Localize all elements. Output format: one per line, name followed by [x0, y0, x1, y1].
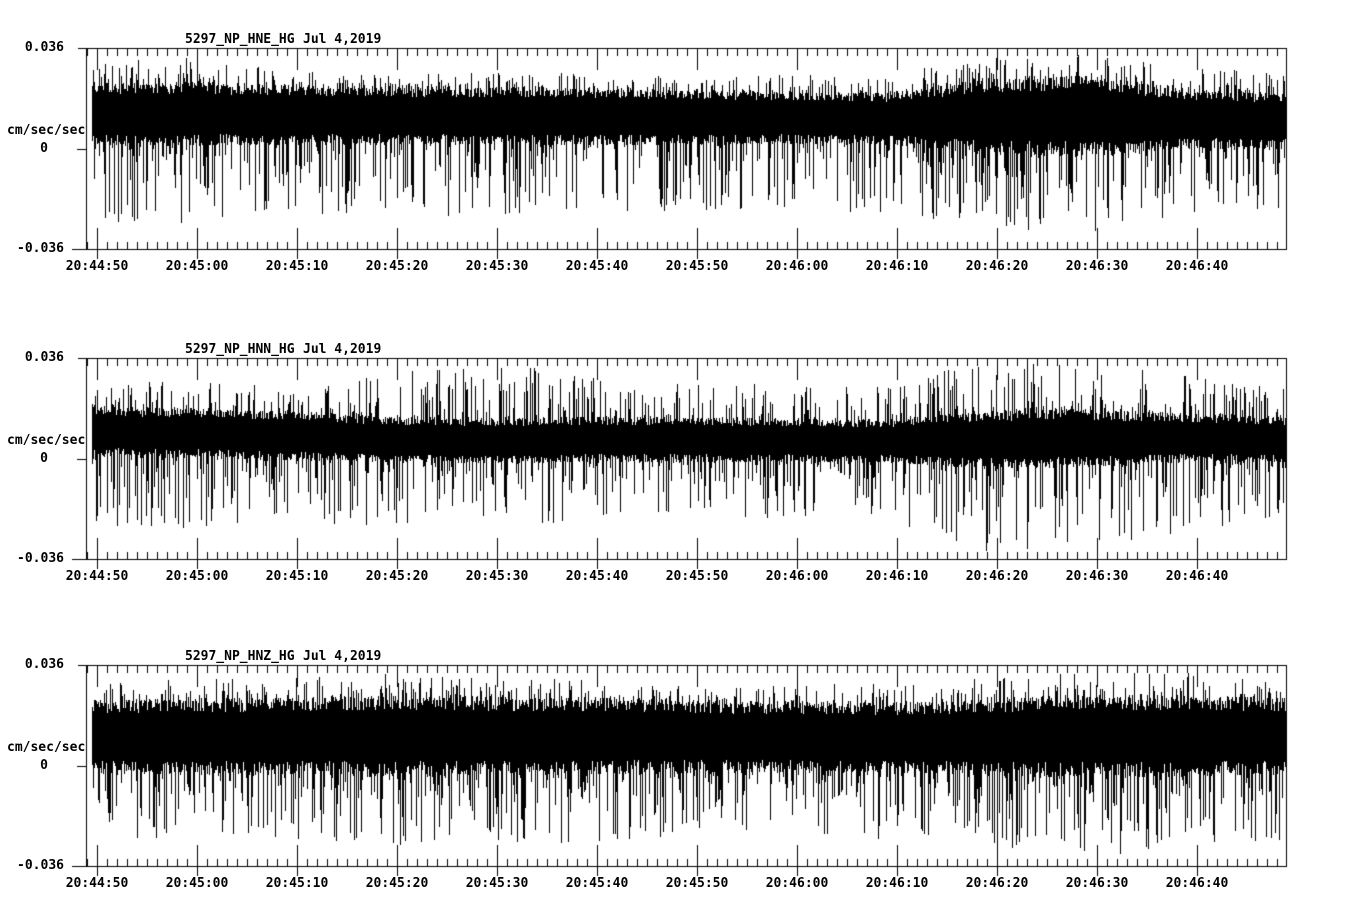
- x-tick-label: 20:45:10: [265, 876, 329, 891]
- y-tick-label-zero: 0: [40, 141, 48, 156]
- y-axis-unit-label: cm/sec/sec: [7, 433, 86, 448]
- x-tick-label: 20:45:40: [565, 259, 629, 274]
- x-tick-label: 20:45:30: [465, 259, 529, 274]
- chart-title-station: 5297_NP_HNE_HG: [185, 32, 295, 47]
- y-tick-label-max: 0.036: [24, 657, 64, 672]
- x-tick-label: 20:45:20: [365, 569, 429, 584]
- y-tick-label-min: -0.036: [17, 241, 64, 256]
- x-tick-label: 20:46:00: [765, 259, 829, 274]
- x-tick-label: 20:45:20: [365, 876, 429, 891]
- x-tick-label: 20:44:50: [65, 876, 129, 891]
- x-tick-label: 20:46:40: [1165, 876, 1229, 891]
- y-tick-label-max: 0.036: [24, 350, 64, 365]
- x-tick-label: 20:45:30: [465, 569, 529, 584]
- plot-area-hnz: [86, 665, 1286, 866]
- x-tick-label: 20:46:30: [1065, 569, 1129, 584]
- x-tick-label: 20:46:00: [765, 569, 829, 584]
- x-tick-label: 20:45:00: [165, 876, 229, 891]
- chart-title-date: Jul 4,2019: [303, 32, 382, 47]
- x-tick-label: 20:45:00: [165, 259, 229, 274]
- y-tick-label-max: 0.036: [24, 40, 64, 55]
- chart-title-date: Jul 4,2019: [303, 342, 382, 357]
- x-tick-label: 20:46:40: [1165, 259, 1229, 274]
- y-tick-label-zero: 0: [40, 758, 48, 773]
- x-tick-label: 20:45:40: [565, 569, 629, 584]
- y-tick-label-min: -0.036: [17, 551, 64, 566]
- x-tick-label: 20:45:30: [465, 876, 529, 891]
- y-axis-unit-label: cm/sec/sec: [7, 123, 86, 138]
- chart-title-station: 5297_NP_HNZ_HG: [185, 649, 295, 664]
- chart-title-station: 5297_NP_HNN_HG: [185, 342, 295, 357]
- x-tick-label: 20:45:10: [265, 569, 329, 584]
- x-tick-label: 20:44:50: [65, 569, 129, 584]
- y-axis-unit-label: cm/sec/sec: [7, 740, 86, 755]
- x-tick-label: 20:45:20: [365, 259, 429, 274]
- x-tick-label: 20:44:50: [65, 259, 129, 274]
- x-tick-label: 20:46:30: [1065, 259, 1129, 274]
- x-tick-label: 20:46:40: [1165, 569, 1229, 584]
- x-tick-label: 20:46:20: [965, 259, 1029, 274]
- x-tick-label: 20:46:10: [865, 569, 929, 584]
- x-tick-label: 20:46:20: [965, 569, 1029, 584]
- plot-area-hne: [86, 48, 1286, 249]
- x-tick-label: 20:45:50: [665, 876, 729, 891]
- y-tick-label-zero: 0: [40, 451, 48, 466]
- x-tick-label: 20:45:50: [665, 569, 729, 584]
- x-tick-label: 20:46:20: [965, 876, 1029, 891]
- chart-title-date: Jul 4,2019: [303, 649, 382, 664]
- x-tick-label: 20:46:30: [1065, 876, 1129, 891]
- x-tick-label: 20:45:40: [565, 876, 629, 891]
- y-tick-label-min: -0.036: [17, 858, 64, 873]
- x-tick-label: 20:45:10: [265, 259, 329, 274]
- x-tick-label: 20:46:00: [765, 876, 829, 891]
- x-tick-label: 20:46:10: [865, 259, 929, 274]
- plot-area-hnn: [86, 358, 1286, 559]
- x-tick-label: 20:45:00: [165, 569, 229, 584]
- x-tick-label: 20:46:10: [865, 876, 929, 891]
- x-tick-label: 20:45:50: [665, 259, 729, 274]
